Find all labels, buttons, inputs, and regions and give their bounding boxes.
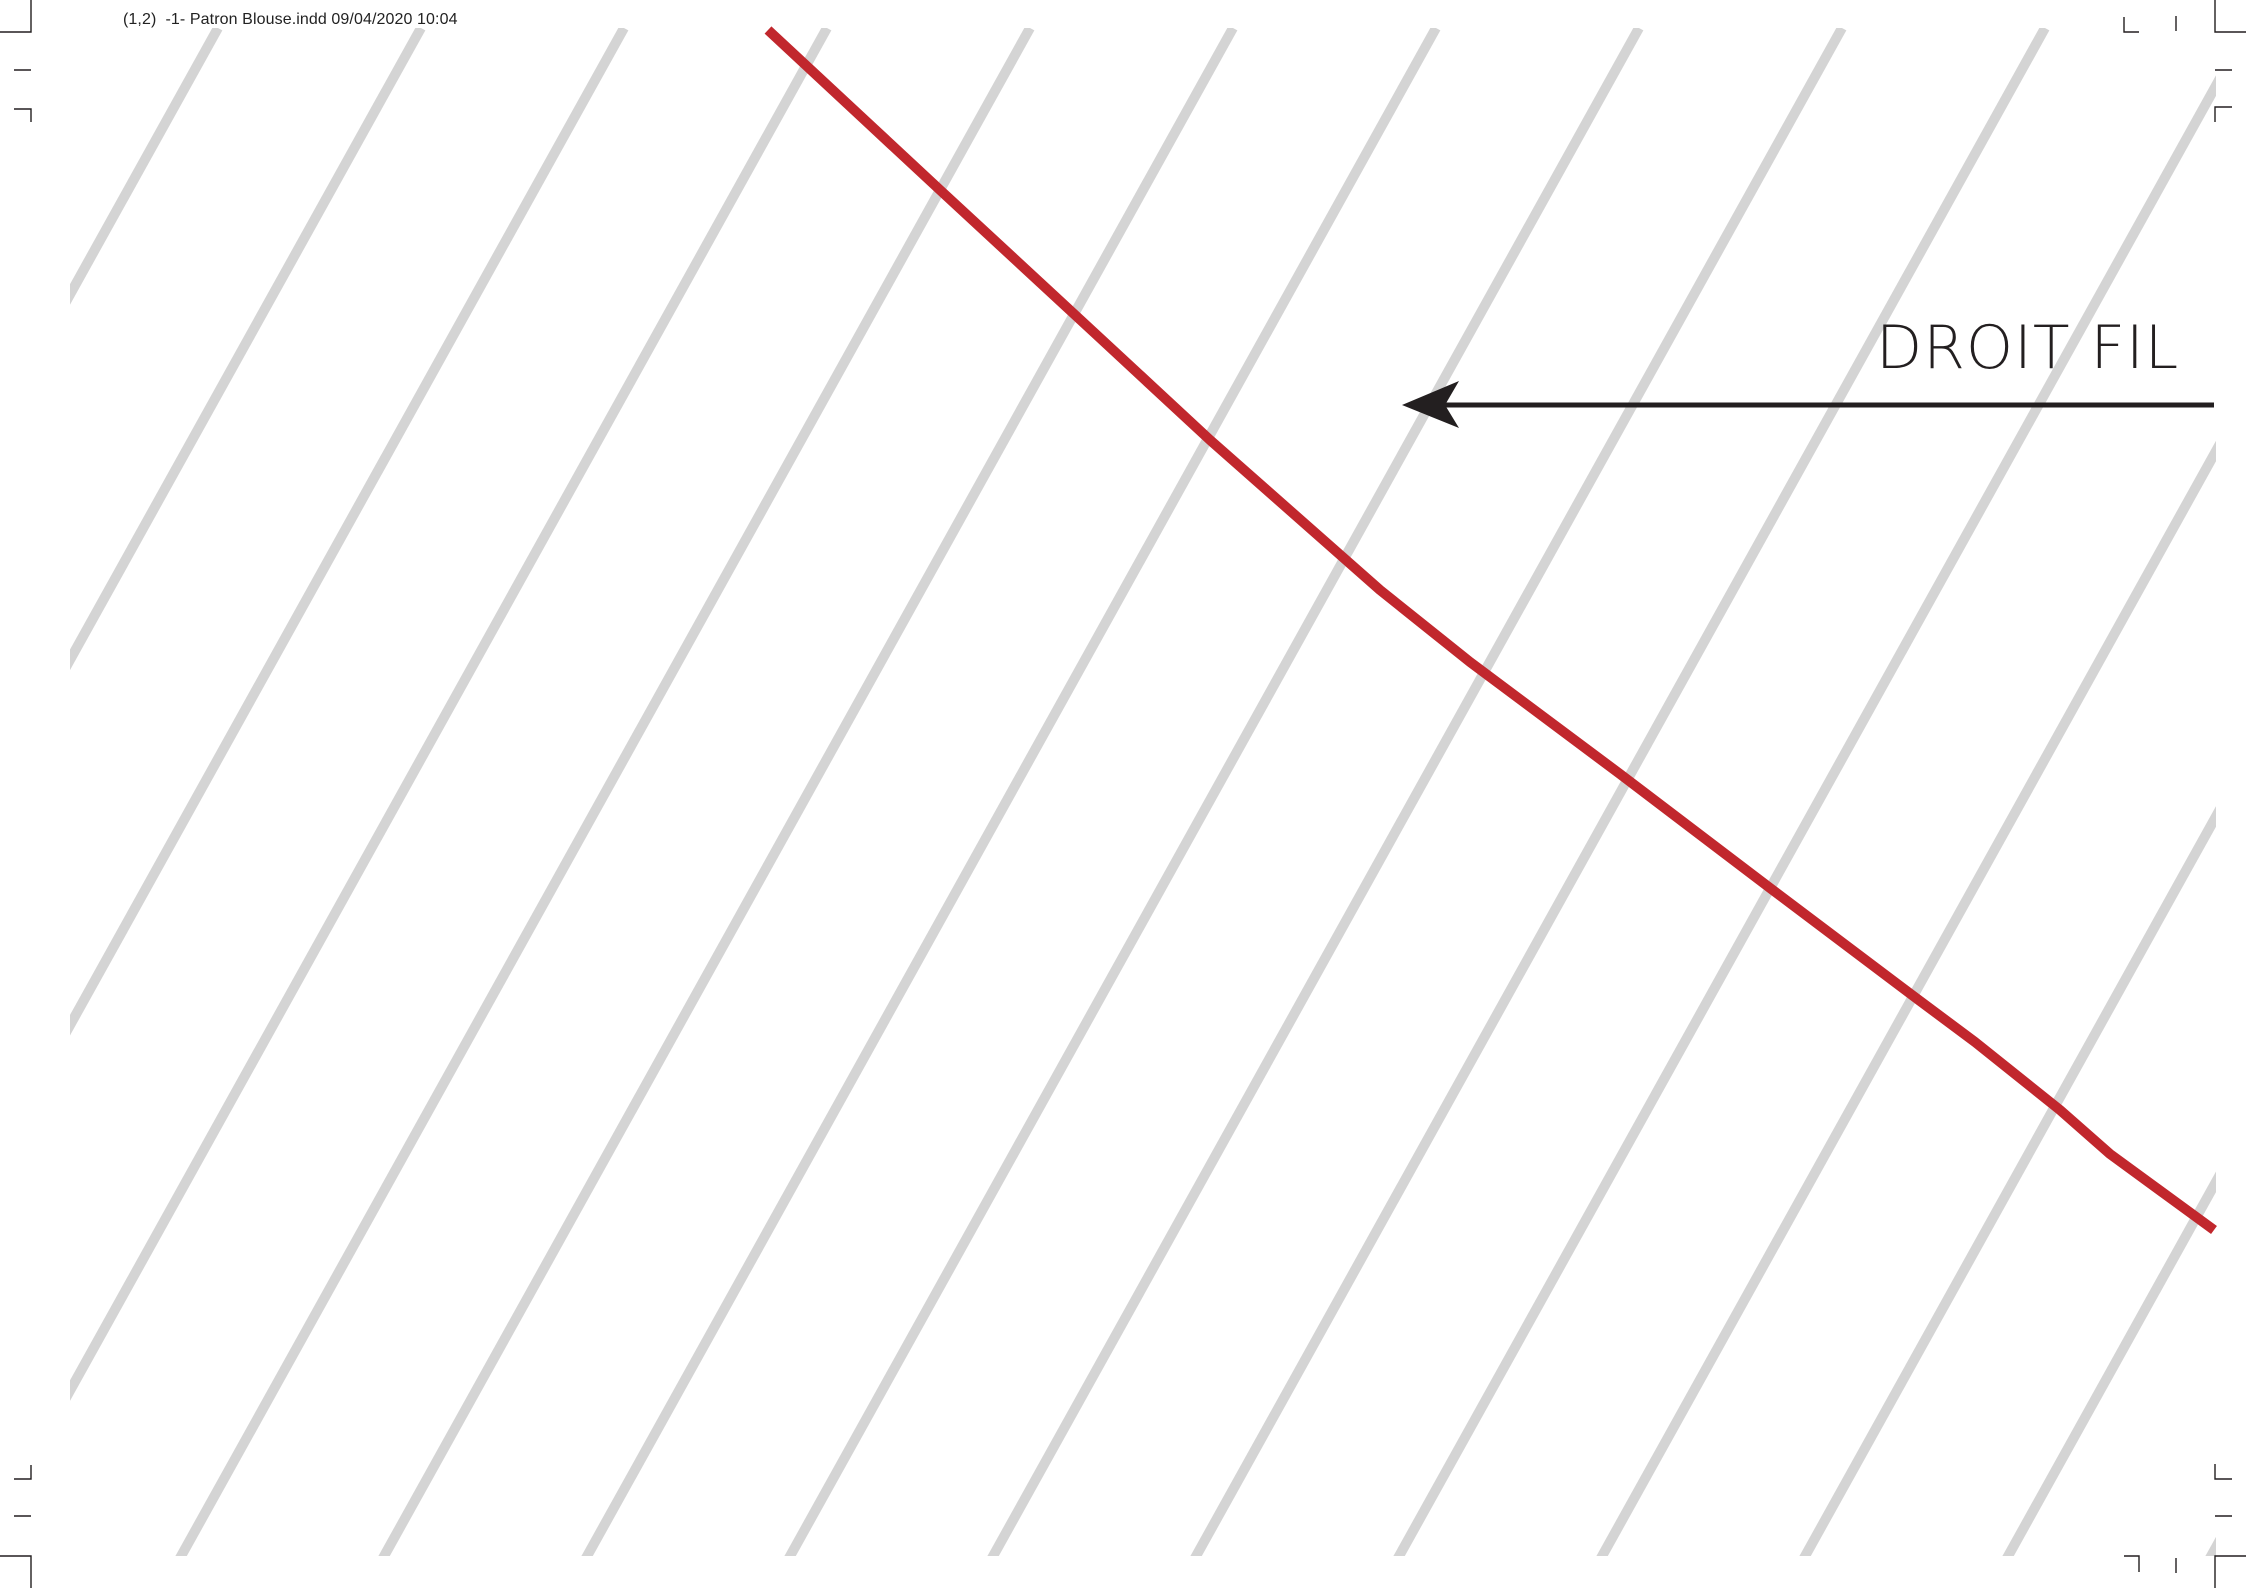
hatch-lines [0,28,2216,1560]
hatch-line [0,28,15,1560]
hatch-line [1393,75,2216,1556]
crop-mark-left-2 [14,108,32,122]
crop-mark-top-right-corner [2214,0,2246,33]
crop-mark-top-left [0,0,32,33]
crop-mark-right-2 [2214,106,2232,122]
hatch-line [2002,1171,2216,1556]
cut-line [764,26,2217,1235]
hatch-line [378,28,1238,1556]
hatch-line [2205,1536,2216,1556]
hatch-line [784,28,1644,1556]
hatch-line [70,28,832,1401]
hatch-line [1596,440,2216,1556]
slug-line: (1,2) -1- Patron Blouse.indd 09/04/2020 … [123,11,458,28]
grainline-label: DROIT FIL [1876,313,2180,383]
hatch-line [1799,806,2216,1556]
hatch-line [175,28,1035,1556]
crop-mark-bottom-right-tick [2124,1555,2140,1572]
crop-mark-bottom-right-1 [2214,1464,2232,1480]
crop-mark-bottom-right [2214,1555,2246,1588]
grainline-arrow [1402,381,2214,428]
hatch-line [70,28,426,671]
crop-mark-bottom-left-1 [14,1465,32,1480]
hatch-line [1190,28,2050,1556]
hatch-line [70,28,629,1036]
crop-mark-top-right [2123,17,2139,33]
hatch-line [581,28,1441,1556]
crop-mark-bottom-left [0,1555,32,1588]
hatch-line [987,28,1847,1556]
arrow-head-icon [1402,381,1459,428]
hatch-line [70,28,223,305]
